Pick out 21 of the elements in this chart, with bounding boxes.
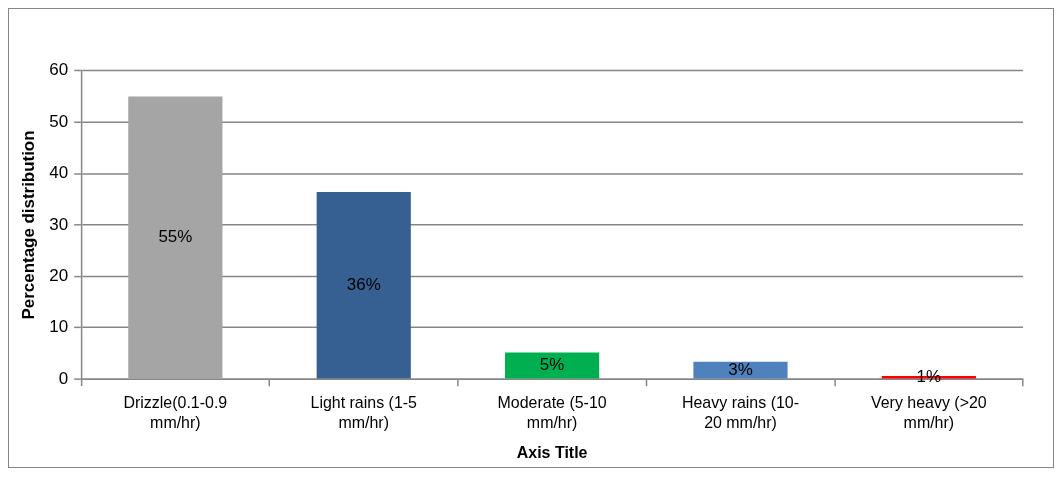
y-axis-title: Percentage distribution <box>18 130 38 320</box>
y-tick-label: 40 <box>49 163 69 183</box>
data-label: 36% <box>346 274 381 294</box>
y-tick-label: 10 <box>49 317 69 337</box>
bar <box>128 96 223 379</box>
x-tick-label: Light rains (1-5 mm/hr) <box>310 394 418 432</box>
x-tick-label: Moderate (5-10 mm/hr) <box>497 394 607 432</box>
x-tick-label: Drizzle(0.1-0.9 mm/hr) <box>123 394 228 432</box>
x-axis-title: Axis Title <box>516 443 588 461</box>
y-tick-label: 60 <box>49 60 69 80</box>
y-tick-label: 0 <box>58 368 69 388</box>
data-label: 3% <box>728 359 753 379</box>
bar <box>316 192 411 379</box>
data-label: 55% <box>158 227 193 247</box>
x-tick-label: Very heavy (>20 mm/hr) <box>870 394 987 432</box>
y-tick-label: 50 <box>49 111 69 131</box>
data-label: 5% <box>539 355 565 375</box>
y-tick-label: 20 <box>49 266 69 286</box>
bar <box>505 352 600 379</box>
y-tick-label: 30 <box>49 214 69 234</box>
x-tick-label: Heavy rains (10-20 mm/hr) <box>681 394 800 432</box>
